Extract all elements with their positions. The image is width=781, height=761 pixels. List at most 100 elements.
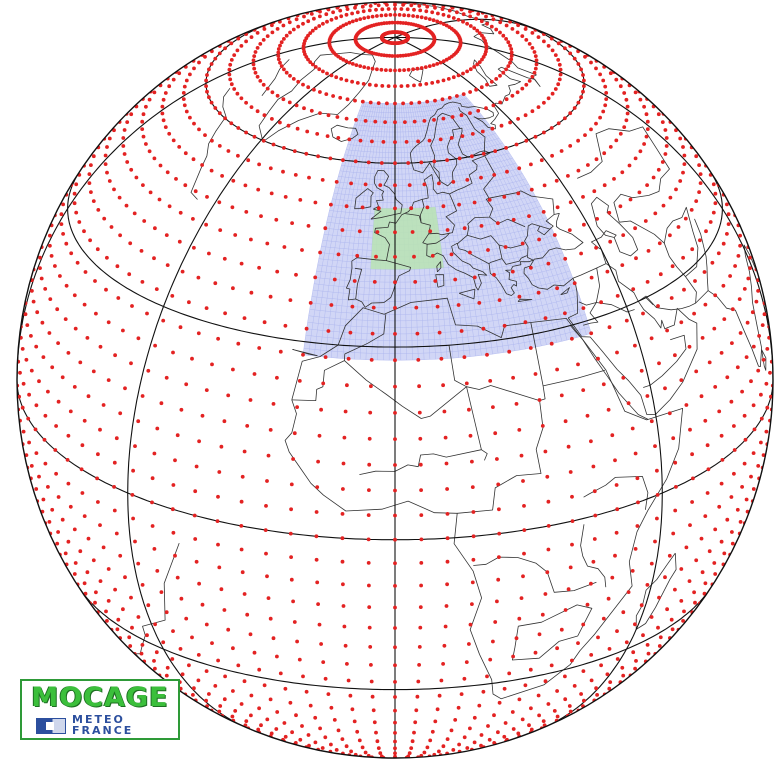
grid-point [270, 117, 274, 121]
grid-point [29, 334, 33, 338]
grid-point [477, 703, 482, 708]
grid-point [509, 47, 514, 51]
grid-point [465, 21, 469, 26]
mesh-line [352, 119, 486, 133]
grid-point [697, 190, 701, 195]
grid-point [568, 51, 573, 56]
grid-point [687, 344, 692, 349]
grid-point [366, 160, 371, 165]
grid-point [239, 702, 244, 706]
grid-point [527, 79, 532, 83]
grid-point [38, 266, 42, 270]
grid-point [456, 17, 461, 22]
grid-point [646, 249, 651, 253]
grid-point [475, 62, 480, 67]
grid-point [279, 40, 284, 45]
grid-point [455, 94, 459, 98]
grid-point [296, 24, 301, 29]
grid-point [320, 178, 325, 182]
grid-point [683, 216, 688, 221]
grid-point [419, 537, 424, 542]
grid-point [171, 530, 176, 535]
grid-point [581, 669, 586, 673]
grid-point [347, 60, 352, 65]
grid-point [124, 203, 129, 208]
grid-point [449, 136, 454, 140]
grid-point [393, 120, 397, 125]
grid-point [82, 229, 86, 234]
grid-point [748, 255, 752, 260]
grid-point [543, 592, 548, 596]
grid-point [649, 615, 654, 619]
grid-point [350, 19, 355, 24]
grid-point [756, 368, 761, 373]
grid-point [441, 12, 446, 17]
grid-point [563, 419, 568, 424]
grid-point [122, 128, 127, 132]
grid-point [713, 572, 718, 576]
grid-point [160, 104, 165, 109]
grid-point [455, 10, 459, 15]
grid-point [209, 62, 214, 66]
grid-point [229, 121, 234, 126]
grid-point [502, 734, 507, 739]
grid-point [368, 645, 373, 649]
grid-point [576, 168, 581, 173]
grid-point [310, 28, 315, 33]
coastline-europe-borders-sample9 [501, 255, 528, 265]
grid-point [692, 590, 696, 595]
grid-point [719, 481, 724, 486]
grid-point [152, 90, 157, 95]
grid-point [468, 726, 472, 731]
grid-point [20, 347, 25, 351]
grid-point [167, 204, 172, 209]
grid-point [558, 67, 563, 72]
grid-point [367, 436, 372, 441]
grid-point [533, 372, 538, 376]
grid-point [258, 42, 263, 46]
grid-point [216, 658, 221, 663]
grid-point [570, 519, 575, 523]
grid-point [517, 697, 522, 702]
grid-point [410, 739, 415, 744]
grid-point [742, 413, 747, 418]
grid-point [283, 323, 288, 328]
grid-point [66, 433, 71, 438]
grid-point [556, 82, 561, 87]
grid-point [644, 112, 649, 117]
grid-point [350, 62, 355, 66]
grid-point [63, 317, 68, 321]
grid-point [177, 239, 182, 244]
grid-point [336, 136, 341, 140]
grid-point [610, 575, 615, 580]
grid-point [308, 60, 313, 64]
grid-point [261, 138, 266, 143]
grid-point [768, 370, 772, 375]
grid-point [480, 129, 485, 134]
coastline-great-britain [370, 170, 403, 220]
grid-point [343, 409, 348, 414]
grid-point [301, 82, 305, 87]
grid-point [402, 13, 406, 18]
grid-point [53, 264, 57, 268]
grid-point [576, 362, 580, 367]
grid-point [300, 248, 304, 252]
grid-point [599, 300, 603, 305]
grid-point [341, 57, 346, 62]
grid-point [625, 104, 630, 109]
grid-point [374, 254, 378, 259]
grid-point [105, 145, 109, 149]
grid-point [249, 105, 254, 109]
grid-point [645, 394, 650, 398]
grid-point [191, 217, 195, 221]
grid-point [581, 73, 585, 77]
grid-point [591, 559, 596, 564]
grid-point [599, 663, 603, 668]
grid-point [594, 157, 599, 162]
grid-point [393, 332, 397, 336]
grid-point [131, 516, 136, 521]
grid-point [157, 197, 162, 202]
grid-point [284, 70, 289, 75]
grid-point [563, 697, 568, 702]
grid-point [712, 561, 717, 565]
